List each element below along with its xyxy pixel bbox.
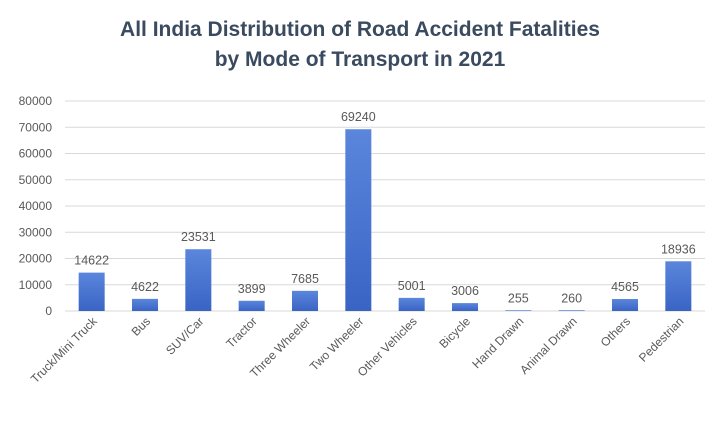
data-label: 4622 xyxy=(131,280,159,294)
data-label: 3899 xyxy=(238,282,266,296)
x-tick-label: Others xyxy=(598,314,633,349)
data-label: 18936 xyxy=(661,242,696,256)
data-label: 3006 xyxy=(451,284,479,298)
x-tick-label: Two Wheeler xyxy=(307,314,366,373)
bar xyxy=(238,300,265,311)
y-tick-label: 60000 xyxy=(19,147,53,161)
x-tick-label: Hand Drawn xyxy=(469,314,526,371)
data-label: 14622 xyxy=(74,254,109,268)
data-label: 260 xyxy=(561,291,582,305)
data-label: 23531 xyxy=(181,230,216,244)
chart-title-line1: All India Distribution of Road Accident … xyxy=(120,18,600,41)
bar xyxy=(452,303,478,311)
bar xyxy=(505,310,532,311)
x-tick-label: Pedestrian xyxy=(636,314,686,364)
x-tick-label: Tractor xyxy=(223,314,259,350)
y-tick-label: 20000 xyxy=(19,252,53,266)
bar xyxy=(132,298,158,311)
bar xyxy=(558,310,585,311)
data-label: 7685 xyxy=(291,272,319,286)
data-label: 5001 xyxy=(398,279,426,293)
y-tick-label: 50000 xyxy=(19,173,53,187)
y-tick-label: 40000 xyxy=(19,199,53,213)
x-tick-label: Animal Drawn xyxy=(517,314,580,377)
bar xyxy=(398,297,425,311)
bar xyxy=(185,249,212,311)
x-tick-label: SUV/Car xyxy=(163,314,206,357)
data-label: 4565 xyxy=(611,280,639,294)
y-tick-label: 80000 xyxy=(19,94,53,108)
bar xyxy=(665,261,692,311)
y-tick-label: 0 xyxy=(45,304,52,318)
x-tick-label: Truck/Mini Truck xyxy=(28,314,101,387)
bar xyxy=(612,299,638,311)
bar xyxy=(345,129,372,311)
bar xyxy=(292,290,318,311)
y-tick-label: 30000 xyxy=(19,225,53,239)
data-label: 69240 xyxy=(341,110,376,124)
x-tick-label: Bus xyxy=(129,314,154,339)
y-tick-label: 10000 xyxy=(19,278,53,292)
bar xyxy=(78,272,105,311)
data-label: 255 xyxy=(508,291,529,305)
x-tick-label: Bicycle xyxy=(436,314,473,351)
chart-title-line2: by Mode of Transport in 2021 xyxy=(214,48,506,71)
y-tick-label: 70000 xyxy=(19,120,53,134)
